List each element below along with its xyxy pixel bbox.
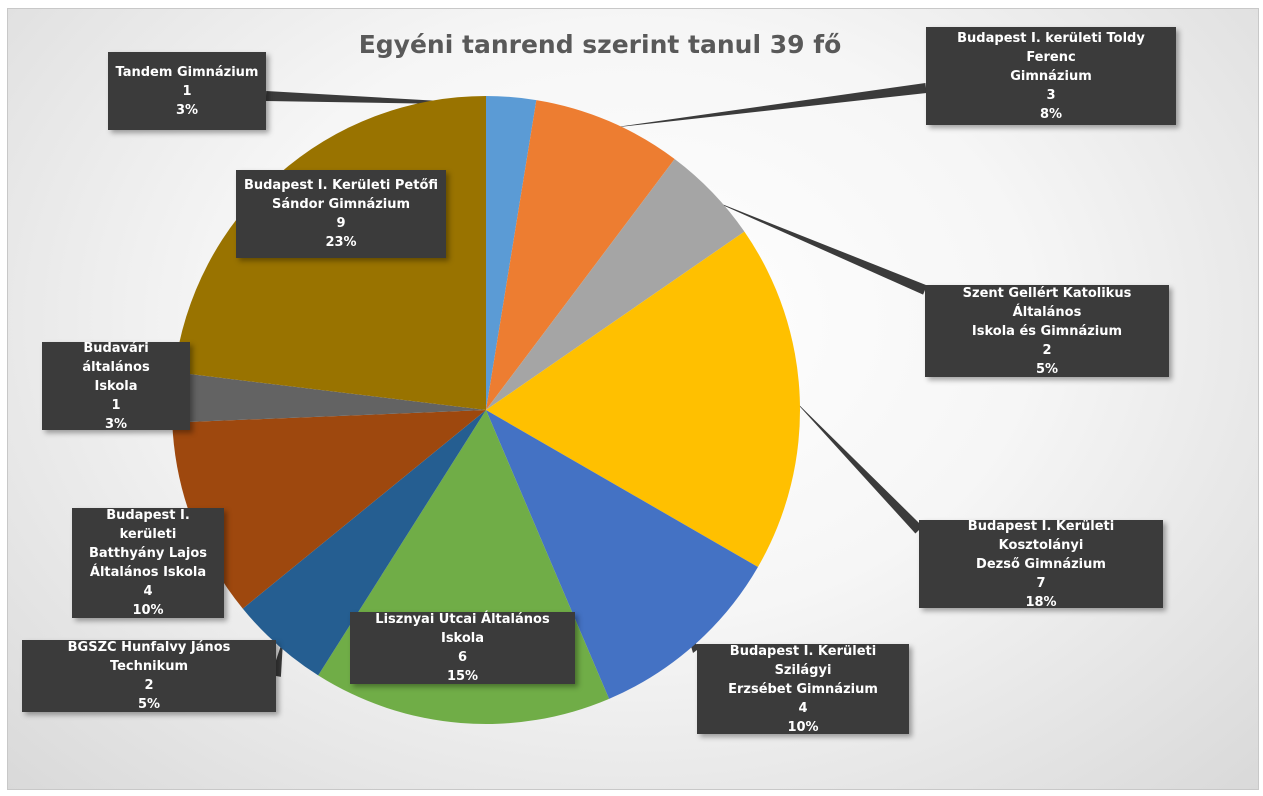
data-label-name: Budapest I. Kerületi Kosztolányi — [967, 518, 1115, 553]
pie-slice — [486, 410, 758, 699]
data-label-name: Budapest I. Kerületi Petőfi — [243, 178, 439, 193]
pie-slice — [486, 96, 537, 410]
data-label: Budapest I. Kerületi Kosztolányi Dezső Gi… — [919, 518, 1163, 610]
data-label-value: 1 — [111, 397, 121, 413]
data-label-name: Iskola és Gimnázium — [971, 323, 1123, 339]
data-label-value: 6 — [457, 650, 468, 665]
data-label: Budapest I. kerületi Batthyány Lajos Által… — [72, 508, 224, 618]
leader-line — [605, 83, 927, 129]
data-label: Budapest I. Kerületi Szilágyi Erzsébet Gi… — [697, 643, 909, 735]
data-label-percent: 5% — [137, 697, 161, 712]
data-label-name: Erzsébet Gimnázium — [728, 681, 878, 697]
data-label-value: 7 — [1036, 575, 1046, 591]
data-label-name: Lisznyai Utcai Általános Iskola — [375, 612, 550, 646]
pie-slice — [172, 410, 486, 609]
data-label-percent: 10% — [787, 719, 819, 735]
data-label-name: Tandem Gimnázium — [115, 64, 259, 80]
data-label-name: Budapest I. Kerületi Szilágyi — [729, 643, 877, 678]
data-label-name: Budavári általános — [82, 340, 150, 375]
data-label: Lisznyai Utcai Általános Iskola 6 15% — [350, 612, 575, 684]
data-label-name: Iskola — [94, 378, 138, 394]
data-label-percent: 10% — [132, 603, 164, 618]
pie-slice — [486, 231, 800, 567]
data-label-value: 2 — [144, 678, 154, 693]
data-label-percent: 3% — [104, 416, 128, 432]
data-label-value: 2 — [1042, 342, 1052, 358]
data-label-name: Batthyány Lajos — [88, 546, 208, 561]
data-label-name: Általános Iskola — [89, 565, 207, 580]
data-label-value: 4 — [143, 584, 153, 599]
data-label: Tandem Gimnázium 1 3% — [108, 52, 266, 130]
data-label-percent: 5% — [1035, 361, 1059, 377]
data-label-percent: 18% — [1025, 594, 1057, 610]
data-label-percent: 15% — [446, 669, 479, 684]
data-label: Budapest I. kerületi Toldy Ferenc Gimnázi… — [926, 27, 1176, 125]
data-label-percent: 8% — [1039, 106, 1063, 122]
pie-slice — [242, 410, 486, 676]
data-label-value: 1 — [182, 83, 192, 99]
data-label-name: Budapest I. kerületi Toldy Ferenc — [957, 30, 1145, 65]
leader-line — [706, 198, 927, 295]
pie-slice — [171, 372, 486, 423]
data-label-name: Szent Gellért Katolikus Általános — [962, 285, 1132, 320]
data-label-name: Budapest I. kerületi — [106, 508, 190, 542]
data-label-name: Sándor Gimnázium — [271, 197, 411, 212]
data-label-value: 4 — [798, 700, 808, 716]
data-label-name: Gimnázium — [1010, 68, 1092, 84]
data-label-name: BGSZC Hunfalvy János Technikum — [67, 640, 231, 674]
data-label-name: Dezső Gimnázium — [976, 556, 1106, 572]
data-label-percent: 3% — [175, 102, 199, 118]
data-label: Budapest I. Kerületi Petőfi Sándor Gimnáz… — [236, 170, 446, 258]
data-label: Budavári általános Iskola 1 3% — [42, 340, 190, 432]
data-label-value: 3 — [1046, 87, 1056, 103]
pie-slice — [486, 100, 675, 410]
data-label: BGSZC Hunfalvy János Technikum 2 5% — [22, 640, 276, 712]
chart-title: Egyéni tanrend szerint tanul 39 fő — [358, 30, 842, 59]
data-label-value: 9 — [336, 216, 346, 231]
leader-line — [791, 397, 923, 534]
pie-slice — [486, 158, 745, 410]
data-label-percent: 23% — [325, 235, 357, 250]
data-label: Szent Gellért Katolikus Általános Iskola … — [925, 285, 1169, 377]
